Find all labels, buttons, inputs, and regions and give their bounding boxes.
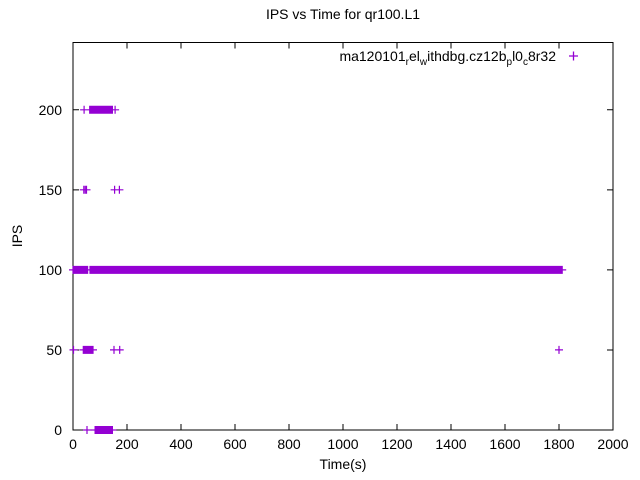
series-points: [69, 105, 567, 434]
x-tick-label: 600: [223, 436, 247, 452]
x-tick-label: 0: [69, 436, 77, 452]
chart-title: IPS vs Time for qr100.L1: [265, 6, 421, 22]
y-tick-label: 150: [39, 182, 63, 198]
x-tick-label: 1200: [381, 436, 412, 452]
x-tick-label: 1000: [327, 436, 358, 452]
x-tick-label: 1800: [543, 436, 574, 452]
y-tick-label: 0: [54, 422, 62, 438]
legend-text: 8r32: [527, 48, 556, 64]
legend-sample-marker: [569, 51, 578, 61]
plot-border: [72, 42, 614, 431]
legend-subscript: p: [506, 56, 513, 68]
legend-subscript: r: [405, 56, 409, 68]
legend-text: ma120101: [339, 48, 406, 64]
y-tick-label: 50: [46, 342, 62, 358]
x-tick-label: 1600: [489, 436, 520, 452]
legend-text: l0: [512, 48, 523, 64]
legend-text: ithdbg.cz12b: [427, 48, 507, 64]
axis-ticks: [72, 42, 614, 431]
legend-text: el: [408, 48, 420, 64]
y-tick-label: 200: [39, 102, 63, 118]
legend-subscript: c: [522, 56, 528, 68]
legend-subscript: w: [419, 56, 428, 68]
x-axis-label: Time(s): [319, 456, 367, 472]
y-axis-label: IPS: [9, 224, 25, 248]
x-tick-label: 400: [169, 436, 193, 452]
y-tick-label: 100: [39, 262, 63, 278]
legend-series-label: ma120101relwithdbg.cz12bpl0c8r32: [339, 46, 556, 68]
x-tick-label: 200: [115, 436, 139, 452]
x-tick-label: 800: [277, 436, 301, 452]
x-tick-label: 2000: [597, 436, 628, 452]
x-tick-label: 1400: [435, 436, 466, 452]
